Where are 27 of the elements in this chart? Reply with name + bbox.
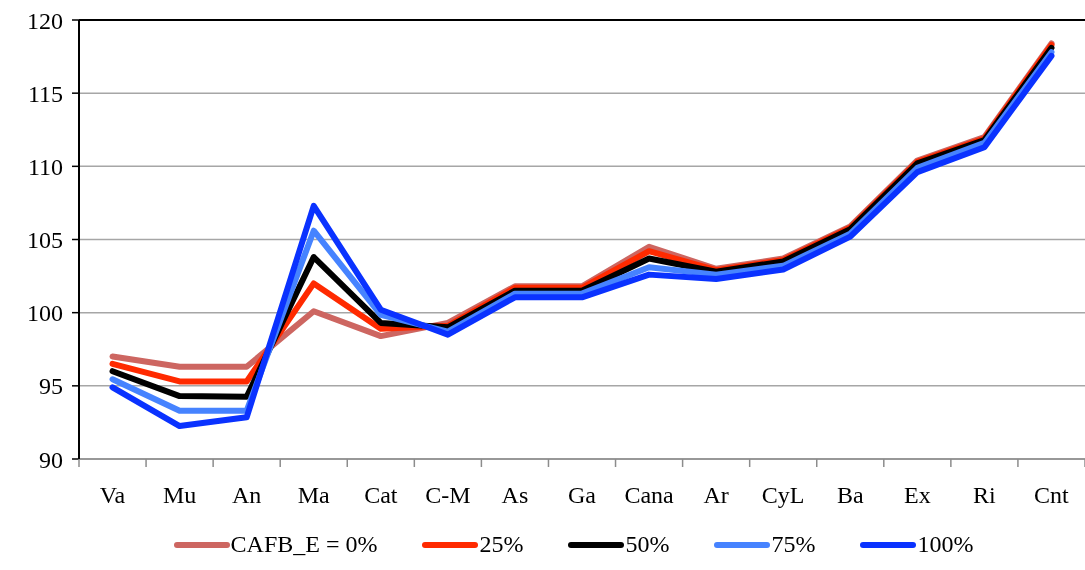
x-tick-label: Cat [364, 482, 398, 508]
x-tick-label: Ma [297, 482, 331, 508]
legend-label: 75% [771, 531, 816, 558]
x-tick-label: Ri [973, 482, 997, 508]
x-tick-label: Va [99, 482, 126, 508]
x-tick-label: An [231, 482, 262, 508]
x-tick-label: Ar [703, 482, 729, 508]
y-tick-label: 90 [39, 446, 63, 473]
legend-label: 25% [479, 531, 524, 558]
y-tick-label: 110 [27, 153, 63, 180]
legend-label: CAFB_E = 0% [230, 531, 378, 558]
x-tick-label: C-M [425, 482, 471, 508]
y-tick-label: 105 [27, 227, 63, 254]
x-tick-label: As [501, 482, 529, 508]
x-tick-label: Ex [904, 482, 931, 508]
x-tick-label: Cana [624, 482, 675, 508]
legend-label: 100% [917, 531, 974, 558]
x-tick-label: Cnt [1034, 482, 1070, 508]
x-tick-label: CyL [761, 482, 805, 508]
x-tick-label: Ba [836, 482, 864, 508]
x-tick-label: Ga [568, 482, 597, 508]
y-tick-label: 115 [27, 80, 63, 107]
legend-label: 50% [625, 531, 670, 558]
y-tick-label: 120 [27, 7, 63, 34]
x-tick-label: Mu [162, 482, 197, 508]
y-tick-label: 100 [27, 300, 63, 327]
y-tick-label: 95 [39, 373, 63, 400]
